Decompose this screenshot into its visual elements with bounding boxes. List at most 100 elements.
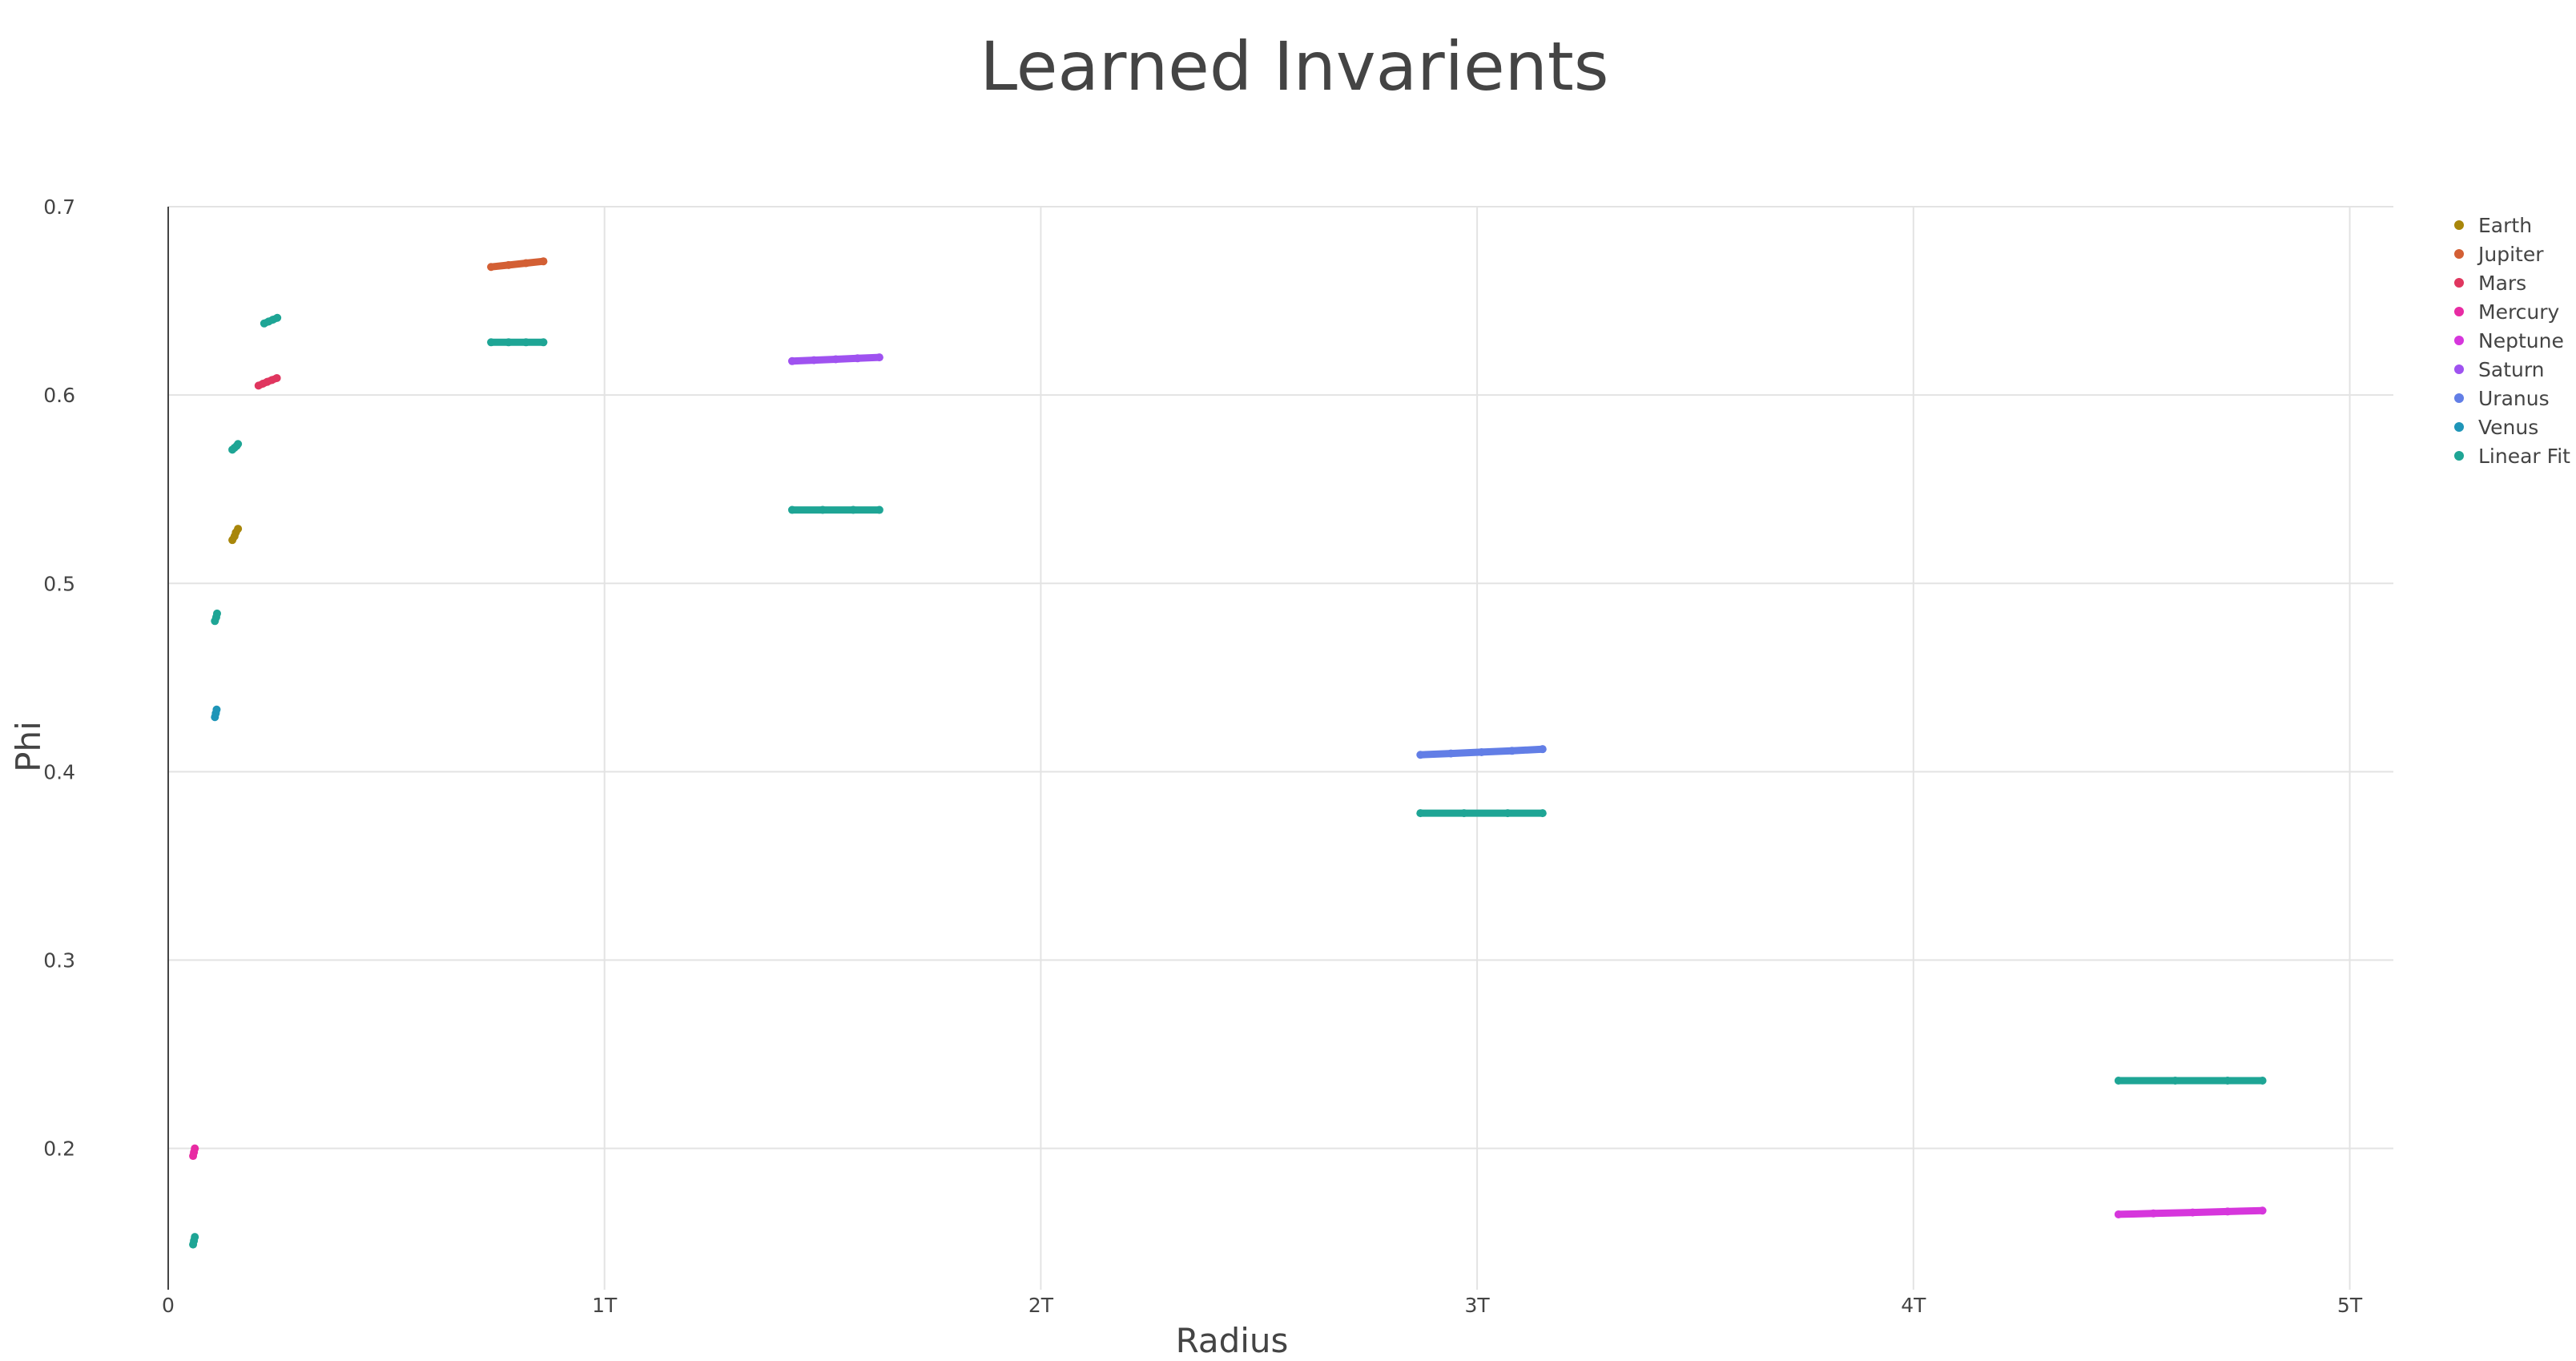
data-point [787, 356, 796, 365]
data-point [487, 263, 496, 272]
legend-marker [2454, 451, 2464, 461]
data-point [213, 609, 222, 618]
legend-label: Neptune [2478, 329, 2564, 352]
legend-item[interactable]: Earth [2454, 214, 2532, 237]
series-linear-fit [189, 313, 2267, 1249]
legend-marker [2454, 393, 2464, 403]
legend-marker [2454, 364, 2464, 374]
data-point [234, 525, 243, 534]
chart-title: Learned Invarients [980, 27, 1608, 106]
data-point [810, 356, 819, 364]
data-point [2149, 1209, 2158, 1218]
y-tick-label: 0.5 [43, 572, 75, 595]
series-venus [211, 705, 221, 722]
data-point [521, 259, 530, 268]
data-point [2224, 1207, 2232, 1216]
legend-marker [2454, 220, 2464, 230]
series-earth [228, 525, 243, 545]
data-point [2114, 1210, 2123, 1218]
legend-item[interactable]: Saturn [2454, 358, 2545, 381]
data-point [539, 338, 548, 347]
data-point [504, 338, 513, 347]
data-point [504, 260, 513, 269]
series-jupiter [487, 257, 548, 272]
x-tick-label: 4T [1901, 1294, 1926, 1317]
data-point [849, 505, 858, 514]
data-point [234, 440, 243, 449]
data-point [521, 338, 530, 347]
data-point [2188, 1208, 2197, 1217]
y-axis-title: Phi [9, 721, 48, 772]
data-point [2224, 1077, 2232, 1085]
data-point [272, 373, 281, 382]
legend-item[interactable]: Neptune [2454, 329, 2564, 352]
legend-item[interactable]: Linear Fit [2454, 445, 2570, 468]
data-point [831, 355, 840, 364]
x-tick-label: 2T [1028, 1294, 1054, 1317]
data-point [2171, 1077, 2180, 1085]
data-point [1477, 747, 1486, 756]
data-point [1416, 751, 1425, 759]
data-point [875, 353, 883, 362]
series-neptune [2114, 1206, 2267, 1218]
legend-item[interactable]: Mars [2454, 272, 2526, 295]
x-axis-title: Radius [1176, 1321, 1289, 1357]
legend-label: Mercury [2478, 300, 2560, 324]
x-tick-label: 5T [2337, 1294, 2363, 1317]
data-point [1447, 749, 1455, 758]
data-point [787, 505, 796, 514]
y-tick-label: 0.7 [43, 195, 75, 219]
legend-marker [2454, 336, 2464, 345]
legend-label: Jupiter [2477, 243, 2544, 266]
legend-marker [2454, 278, 2464, 288]
legend-label: Venus [2478, 416, 2538, 439]
data-point [2114, 1077, 2123, 1085]
series-trace [487, 257, 547, 271]
data-point [539, 257, 548, 266]
legend-item[interactable]: Mercury [2454, 300, 2560, 324]
legend-label: Uranus [2478, 387, 2550, 410]
series-mercury [189, 1144, 199, 1161]
legend-label: Saturn [2478, 358, 2545, 381]
y-tick-label: 0.6 [43, 384, 75, 407]
y-tick-label: 0.4 [43, 760, 75, 783]
data-point [1507, 747, 1516, 755]
legend-label: Mars [2478, 272, 2526, 295]
data-point [1459, 809, 1468, 818]
legend-marker [2454, 307, 2464, 316]
data-point [875, 505, 883, 514]
legend-item[interactable]: Venus [2454, 416, 2538, 439]
x-tick-label: 1T [592, 1294, 618, 1317]
data-point [191, 1233, 199, 1242]
axes: 0.2 0.3 0.4 0.5 0.6 0.7 0 1T 2T 3T 4T 5T [43, 195, 2363, 1317]
data-point [819, 505, 827, 514]
grid [168, 206, 2393, 1290]
x-tick-label: 3T [1465, 1294, 1491, 1317]
legend-item[interactable]: Uranus [2454, 387, 2550, 410]
data-point [1416, 809, 1425, 818]
y-tick-label: 0.3 [43, 949, 75, 972]
legend-label: Linear Fit [2478, 445, 2570, 468]
legend: Earth Jupiter Mars Mercury Neptune Saturn Uran… [2454, 214, 2570, 468]
legend-marker [2454, 422, 2464, 432]
data-point [1503, 809, 1512, 818]
plot-area [189, 257, 2267, 1249]
data-point [1538, 745, 1547, 754]
legend-label: Earth [2478, 214, 2532, 237]
legend-item[interactable]: Jupiter [2454, 243, 2544, 266]
data-point [1538, 809, 1547, 818]
y-tick-label: 0.2 [43, 1138, 75, 1161]
data-point [487, 338, 496, 347]
data-point [853, 354, 862, 363]
data-point [191, 1144, 199, 1153]
data-point [273, 313, 282, 322]
x-tick-label: 0 [162, 1294, 175, 1317]
data-point [2258, 1206, 2267, 1215]
series-saturn [787, 353, 883, 365]
series-mars [254, 373, 281, 390]
data-point [2258, 1077, 2267, 1085]
legend-marker [2454, 249, 2464, 259]
series-uranus [1416, 745, 1547, 759]
